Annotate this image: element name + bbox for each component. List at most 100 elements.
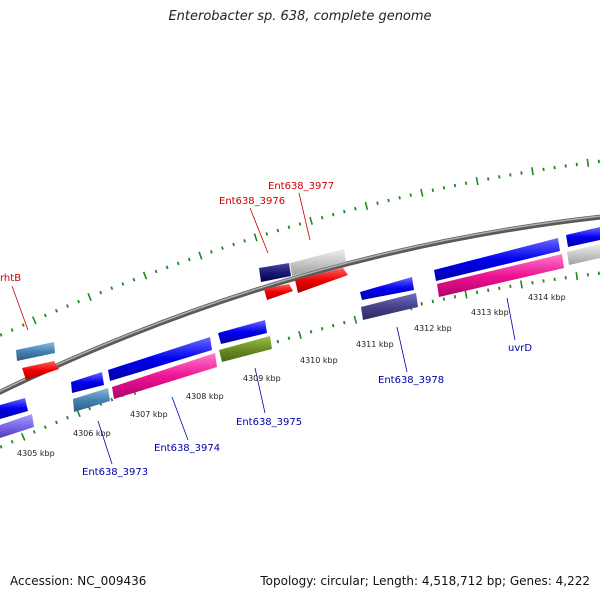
minor-tick xyxy=(542,167,545,172)
genome-backbone xyxy=(0,214,600,395)
minor-tick xyxy=(498,286,501,291)
gene-label-ent3975[interactable]: Ent638_3975 xyxy=(236,417,302,428)
accession-text: Accession: NC_009436 xyxy=(10,574,147,588)
scale-label: 4305 kbp xyxy=(17,449,55,458)
leader-ent3977 xyxy=(298,192,311,241)
minor-tick xyxy=(487,288,490,293)
minor-tick xyxy=(553,165,556,170)
gene-row2-c[interactable] xyxy=(108,337,212,381)
minor-tick xyxy=(221,246,224,250)
minor-tick xyxy=(43,425,47,429)
minor-tick xyxy=(276,228,280,233)
gene-label-ent3978[interactable]: Ent638_3978 xyxy=(378,375,444,386)
minor-tick xyxy=(21,323,25,327)
major-tick xyxy=(520,280,523,289)
major-tick xyxy=(31,316,37,325)
minor-tick xyxy=(32,430,36,434)
gene-row2-a[interactable] xyxy=(0,398,28,419)
minor-tick xyxy=(520,171,523,175)
gene-row-reverse-lower xyxy=(0,244,600,438)
leader-ent3976 xyxy=(249,207,269,254)
gene-uvrD-upper[interactable] xyxy=(434,238,560,281)
minor-tick xyxy=(287,336,291,341)
gene-label-ent3976[interactable]: Ent638_3976 xyxy=(219,196,285,207)
gene-row3-b[interactable] xyxy=(567,244,600,265)
minor-tick xyxy=(343,320,346,325)
minor-tick xyxy=(187,257,191,262)
gene-row2-d[interactable] xyxy=(218,320,267,344)
major-tick xyxy=(20,432,26,441)
major-tick xyxy=(575,272,579,281)
gene-label-ent3973[interactable]: Ent638_3973 xyxy=(82,467,148,478)
scale-label: 4314 kbp xyxy=(528,293,566,302)
major-tick xyxy=(531,167,534,176)
minor-tick xyxy=(475,290,479,295)
minor-tick xyxy=(165,265,169,270)
minor-tick xyxy=(43,313,47,318)
minor-tick xyxy=(464,181,468,185)
gene-label-rhtB[interactable]: rhtB xyxy=(0,273,21,284)
gene-ent3977-upper[interactable] xyxy=(290,249,346,276)
leader-rhtB xyxy=(11,285,29,331)
gene-labels: rhtB Ent638_3976 Ent638_3977 Ent638_3973… xyxy=(0,181,532,478)
minor-tick xyxy=(99,290,103,295)
gene-ent3977b[interactable] xyxy=(295,268,348,293)
scale-label: 4313 kbp xyxy=(471,308,509,317)
gene-row2-e[interactable] xyxy=(566,227,600,247)
minor-tick xyxy=(498,175,501,179)
gene-label-ent3974[interactable]: Ent638_3974 xyxy=(154,443,220,454)
minor-tick xyxy=(121,282,125,286)
minor-tick xyxy=(509,173,512,177)
minor-tick xyxy=(343,209,346,214)
major-tick xyxy=(198,251,203,260)
gene-rhtB-upper[interactable] xyxy=(16,342,55,361)
gene-label-ent3977[interactable]: Ent638_3977 xyxy=(268,181,334,192)
gene-ent3974[interactable] xyxy=(112,353,217,399)
minor-tick xyxy=(387,198,390,203)
outer-tick-ring xyxy=(0,158,600,337)
leader-ent3974 xyxy=(171,396,189,441)
major-tick xyxy=(586,158,590,167)
minor-tick xyxy=(54,420,58,425)
gene-rhtB[interactable] xyxy=(22,361,59,380)
minor-tick xyxy=(331,212,335,217)
gene-ent3977[interactable] xyxy=(264,284,293,300)
major-tick xyxy=(298,330,302,340)
scale-label: 4306 kbp xyxy=(73,429,111,438)
minor-tick xyxy=(398,196,401,200)
scale-label: 4312 kbp xyxy=(414,324,452,333)
scale-label: 4309 kbp xyxy=(243,374,281,383)
minor-tick xyxy=(376,201,379,205)
minor-tick xyxy=(54,308,58,313)
minor-tick xyxy=(453,183,457,188)
minor-tick xyxy=(453,295,457,299)
minor-tick xyxy=(531,280,534,285)
label-leaders xyxy=(11,192,516,465)
gene-uvrD[interactable] xyxy=(437,254,564,297)
scale-label: 4311 kbp xyxy=(356,340,394,349)
minor-tick xyxy=(320,215,324,220)
minor-tick xyxy=(442,186,446,190)
leader-ent3975 xyxy=(254,367,266,414)
gene-ent3975[interactable] xyxy=(219,336,272,362)
genome-summary-text: Topology: circular; Length: 4,518,712 bp… xyxy=(260,574,590,588)
gene-ent3976[interactable] xyxy=(259,263,291,282)
minor-tick xyxy=(176,261,180,266)
major-tick xyxy=(353,315,358,324)
gene-row2-b[interactable] xyxy=(71,372,104,393)
minor-tick xyxy=(487,177,490,181)
gene-ent3978-upper[interactable] xyxy=(360,277,414,300)
minor-tick xyxy=(276,339,280,344)
gene-row3-a[interactable] xyxy=(0,414,34,438)
genome-backbone-highlight xyxy=(0,215,600,393)
gene-row-forward-upper xyxy=(16,249,346,361)
gene-label-uvrD[interactable]: uvrD xyxy=(508,343,532,354)
minor-tick xyxy=(232,242,235,247)
major-tick xyxy=(364,201,369,210)
gene-ent3973[interactable] xyxy=(73,388,110,412)
minor-tick xyxy=(287,225,291,230)
minor-tick xyxy=(110,286,114,291)
gene-ent3978[interactable] xyxy=(361,293,418,320)
minor-tick xyxy=(0,445,3,449)
